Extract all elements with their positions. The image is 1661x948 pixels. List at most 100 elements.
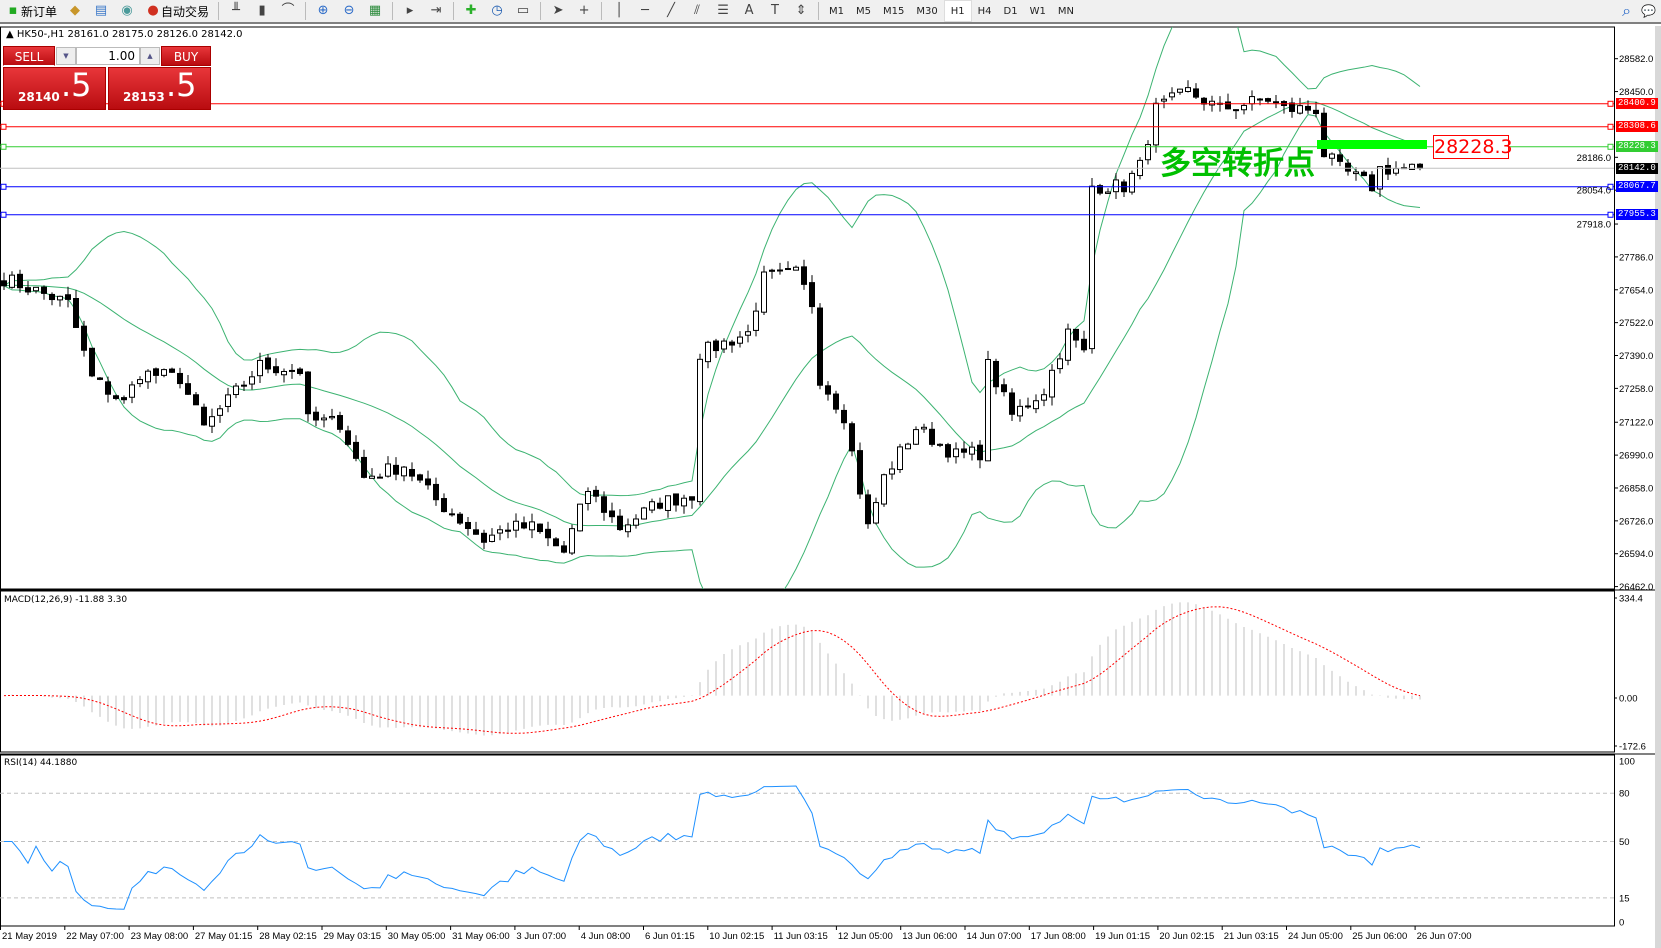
candle [921, 426, 927, 430]
time-label: 3 Jun 07:00 [516, 931, 566, 942]
candle [769, 269, 775, 272]
candle [1105, 191, 1111, 194]
candle [641, 507, 647, 520]
toolbar-button-bar-chart[interactable]: ╨ [223, 0, 249, 22]
timeframe-M1[interactable]: M1 [829, 5, 845, 17]
time-label: 21 Jun 03:15 [1224, 931, 1279, 942]
candle [289, 369, 295, 372]
timeframe-D1[interactable]: D1 [1003, 5, 1018, 17]
toolbar-button-periods[interactable]: ◷ [484, 0, 510, 22]
candle [865, 494, 871, 525]
sell-price[interactable]: 28140 .5 [3, 66, 106, 110]
toolbar-button-autotrading[interactable]: ● 自动交易 [140, 0, 214, 22]
toolbar-button-horizontal-line[interactable]: ─ [632, 0, 658, 22]
candle [929, 428, 935, 445]
buy-button[interactable]: BUY [161, 46, 211, 66]
time-label: 17 Jun 08:00 [1031, 931, 1086, 942]
candle [505, 529, 511, 532]
candle [737, 336, 743, 344]
candle [473, 529, 479, 535]
toolbar-button-crosshair[interactable]: + [571, 0, 597, 22]
toolbar-button-history-center[interactable]: ◆ [62, 0, 88, 22]
zoom-in-icon: ⊕ [317, 3, 329, 18]
toolbar-button-tile-windows[interactable]: ▦ [362, 0, 388, 22]
candle [57, 295, 63, 301]
candle [745, 331, 751, 336]
timeframe-M15[interactable]: M15 [883, 5, 905, 17]
timeframe-M30[interactable]: M30 [916, 5, 938, 17]
candle [81, 325, 87, 351]
chart-window[interactable]: 28582.0 28450.0 28186.0 28054.0 27918.0 27786… [0, 26, 1661, 948]
lot-size-input[interactable]: 1.00 [76, 47, 140, 65]
timeframe-MN[interactable]: MN [1057, 5, 1074, 17]
chat-icon[interactable]: 💬 [1641, 4, 1656, 18]
toolbar-button-candlestick[interactable]: ▮ [249, 0, 275, 22]
rsi-tick-label: 100 [1619, 757, 1635, 768]
annotation-text[interactable]: 多空转折点 [1160, 146, 1315, 182]
toolbar-button-market-watch[interactable]: ▤ [88, 0, 114, 22]
toolbar-button-vertical-line[interactable]: │ [606, 0, 632, 22]
toolbar-button-line-chart[interactable]: ⌒ [275, 0, 301, 22]
candle [753, 310, 759, 331]
candle [73, 298, 79, 328]
candle [1337, 154, 1343, 162]
toolbar-button-fibonacci[interactable]: ☰ [710, 0, 736, 22]
timeframe-H1[interactable]: H1 [943, 0, 972, 22]
history-center-icon: ◆ [70, 3, 81, 18]
toolbar-button-text-label[interactable]: T [762, 0, 788, 22]
lot-decrease-button[interactable]: ▼ [56, 47, 76, 65]
price-tick-label: 27654.0 [1619, 285, 1653, 296]
time-label: 20 Jun 02:15 [1159, 931, 1214, 942]
candle [953, 448, 959, 458]
collapse-icon[interactable]: ▲ [6, 29, 17, 40]
candle [1225, 101, 1231, 110]
buy-price[interactable]: 28153 .5 [108, 66, 211, 110]
candle [113, 395, 119, 399]
candle [985, 358, 991, 462]
toolbar-button-cursor[interactable]: ➤ [545, 0, 571, 22]
candle [281, 370, 287, 376]
candle [1177, 88, 1183, 93]
templates-icon: ▭ [516, 3, 530, 18]
toolbar-button-zoom-in[interactable]: ⊕ [310, 0, 336, 22]
toolbar-button-signals[interactable]: ◉ [114, 0, 140, 22]
toolbar-button-zoom-out[interactable]: ⊖ [336, 0, 362, 22]
annotation-price-label[interactable]: 28228.3 [1433, 135, 1513, 159]
toolbar-button-chart-shift[interactable]: ⇥ [423, 0, 449, 22]
macd-pane [0, 590, 1615, 753]
timeframe-H4[interactable]: H4 [977, 5, 992, 17]
candle [1233, 109, 1239, 112]
candle [1241, 104, 1247, 111]
toolbar-button-indicators[interactable]: ✚ [458, 0, 484, 22]
candle [329, 415, 335, 419]
toolbar-button-text[interactable]: A [736, 0, 762, 22]
price-tick-label: 28054.0 [1577, 186, 1611, 197]
toolbar-button-equidistant-channel[interactable]: ⫽ [684, 0, 710, 22]
line-chart-icon: ⌒ [281, 3, 295, 18]
toolbar-separator [218, 2, 220, 20]
sell-button[interactable]: SELL [3, 46, 55, 66]
bollinger-lower [3, 114, 1421, 589]
timeframe-W1[interactable]: W1 [1029, 5, 1046, 17]
price-label-28400.9: 28400.9 [1616, 98, 1658, 110]
candle [465, 521, 471, 530]
timeframe-M5[interactable]: M5 [856, 5, 872, 17]
candle [1377, 166, 1383, 190]
price-tick-label: 26858.0 [1619, 483, 1653, 494]
price-tick-label: 28186.0 [1577, 153, 1611, 164]
candlestick-icon: ▮ [258, 3, 266, 18]
toolbar-button-trendline[interactable]: ╱ [658, 0, 684, 22]
candle [1209, 100, 1215, 106]
toolbar-button-new-order[interactable]: ▪ 新订单 [0, 0, 62, 22]
fibonacci-icon: ☰ [717, 3, 729, 18]
lot-increase-button[interactable]: ▲ [140, 47, 160, 65]
candle [1321, 112, 1327, 158]
candle [1169, 92, 1175, 98]
toolbar-button-templates[interactable]: ▭ [510, 0, 536, 22]
horizontal-line-icon: ─ [641, 3, 649, 18]
search-icon[interactable]: ⌕ [1622, 1, 1632, 20]
candle [233, 385, 239, 396]
toolbar-button-auto-scroll[interactable]: ▸ [397, 0, 423, 22]
toolbar-button-arrows[interactable]: ⇕ [788, 0, 814, 22]
toolbar-separator [305, 2, 307, 20]
